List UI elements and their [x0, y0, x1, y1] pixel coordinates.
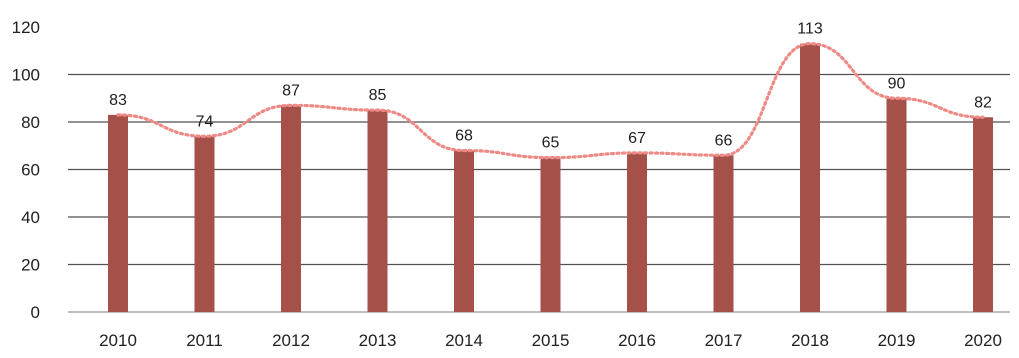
data-label-2010: 83	[109, 92, 127, 109]
data-label-2014: 68	[455, 128, 473, 145]
y-tick-label: 100	[12, 66, 40, 85]
x-tick-label: 2012	[272, 331, 310, 350]
x-tick-label: 2016	[618, 331, 656, 350]
data-label-2012: 87	[282, 82, 300, 99]
y-tick-label: 20	[21, 256, 40, 275]
data-label-2020: 82	[974, 94, 992, 111]
data-label-2013: 85	[369, 87, 387, 104]
x-tick-label: 2014	[445, 331, 483, 350]
data-label-2016: 67	[628, 130, 646, 147]
bar-2015	[540, 157, 561, 312]
data-label-2018: 113	[797, 21, 823, 38]
x-tick-label: 2015	[532, 331, 570, 350]
y-tick-label: 0	[31, 303, 40, 322]
bar-2010	[108, 114, 128, 312]
x-tick-label: 2018	[791, 331, 829, 350]
y-tick-label: 40	[21, 208, 40, 227]
x-tick-label: 2010	[99, 331, 137, 350]
bars	[108, 43, 993, 312]
bar-2014	[454, 150, 474, 312]
y-axis-ticks: 0 20 40 60 80 100 120	[12, 18, 40, 322]
x-tick-label: 2019	[878, 331, 916, 350]
bar-2012	[281, 105, 301, 312]
bar-2020	[973, 117, 993, 312]
trend-line	[116, 42, 985, 160]
data-label-2015: 65	[542, 135, 560, 152]
x-tick-label: 2013	[359, 331, 397, 350]
bar-2011	[194, 136, 215, 312]
bar-2018	[800, 43, 820, 312]
gridlines	[68, 73, 1010, 313]
x-axis-ticks: 2010 2011 2012 2013 2014 2015 2016 2017 2018 2019…	[99, 331, 1002, 350]
x-tick-label: 2017	[705, 331, 743, 350]
y-tick-label: 60	[21, 161, 40, 180]
y-tick-label: 120	[12, 18, 40, 37]
x-tick-label: 2020	[964, 331, 1002, 350]
trend-series	[116, 42, 985, 160]
data-label-2017: 66	[715, 132, 733, 149]
data-labels: 83 74 87 85 68 65 67 66 113 90 82	[109, 21, 992, 152]
bar-2019	[886, 98, 907, 312]
y-tick-label: 80	[21, 113, 40, 132]
x-tick-label: 2011	[186, 331, 223, 350]
bar-2013	[367, 110, 388, 312]
data-label-2011: 74	[196, 113, 214, 130]
data-label-2019: 90	[888, 75, 906, 92]
bar-2017	[713, 155, 734, 312]
bar-2016	[627, 152, 647, 312]
